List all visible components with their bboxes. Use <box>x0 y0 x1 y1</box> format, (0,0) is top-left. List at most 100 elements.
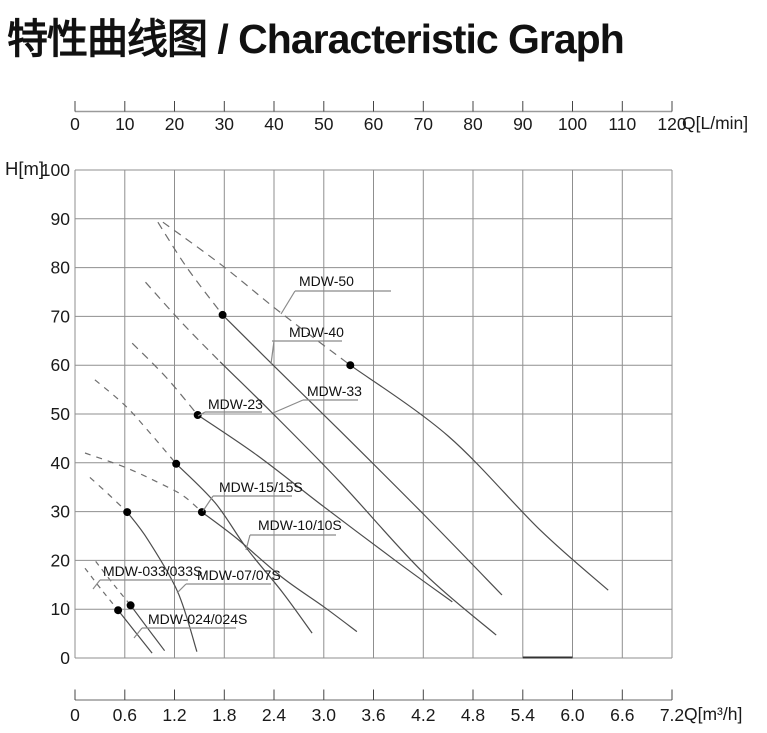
left-axis-tick-label: 60 <box>51 355 71 375</box>
label-leader-line <box>245 534 251 551</box>
left-axis-tick-label: 20 <box>51 550 71 570</box>
curve-label-mdw-15-15s: MDW-15/15S <box>202 479 303 512</box>
bottom-axis-tick-label: 5.4 <box>511 705 536 725</box>
left-axis-tick-label: 0 <box>60 648 70 668</box>
curve-dashed-segment <box>89 476 128 513</box>
curve-solid-segment <box>222 314 503 596</box>
bottom-axis-tick-label: 4.8 <box>461 705 485 725</box>
duty-point-mdw-40 <box>218 310 227 319</box>
label-text: MDW-024/024S <box>148 611 247 627</box>
top-axis-tick-label: 30 <box>215 114 235 134</box>
curve-mdw-33 <box>145 281 497 636</box>
page-title: 特性曲线图 / Characteristic Graph <box>7 16 625 62</box>
top-axis-tick-label: 0 <box>70 114 80 134</box>
bottom-axis-tick-label: 4.2 <box>411 705 435 725</box>
duty-point-mdw-033-033s <box>114 606 123 615</box>
bottom-axis-tick-label: 3.0 <box>312 705 337 725</box>
curve-solid-segment <box>201 511 358 633</box>
duty-point-mdw-024-024s <box>126 601 135 610</box>
label-text: MDW-033/033S <box>103 563 202 579</box>
duty-point-mdw-50 <box>346 361 355 370</box>
curve-dashed-segment <box>157 221 224 316</box>
curve-dashed-segment <box>162 221 351 366</box>
curve-solid-segment <box>197 414 453 603</box>
curve-label-mdw-50: MDW-50 <box>280 273 391 315</box>
top-axis-tick-label: 100 <box>558 114 587 134</box>
curve-solid-segment <box>349 364 609 591</box>
left-axis-tick-label: 100 <box>41 160 70 180</box>
top-axis-tick-label: 110 <box>608 114 636 134</box>
label-leader-line <box>202 495 214 512</box>
duty-point-mdw-23 <box>193 411 202 419</box>
left-axis-tick-label: 90 <box>51 209 71 229</box>
curve-mdw-50 <box>162 221 609 591</box>
curve-mdw-10-10s <box>94 379 313 634</box>
bottom-axis-tick-label: 6.0 <box>560 705 585 725</box>
bottom-axis-tick-label: 0.6 <box>113 705 137 725</box>
curve-dashed-segment <box>131 342 199 416</box>
curve-mdw-024-024s <box>95 561 166 652</box>
label-leader-line <box>92 579 101 590</box>
label-text: MDW-23 <box>208 396 263 412</box>
bottom-axis-unit-label: Q[m³/h] <box>684 704 742 724</box>
curve-label-mdw-024-024s: MDW-024/024S <box>133 611 247 639</box>
label-text: MDW-33 <box>307 383 362 399</box>
top-axis-tick-label: 20 <box>165 114 185 134</box>
curve-mdw-033-033s <box>84 567 153 654</box>
curve-dashed-segment <box>84 452 203 513</box>
grid <box>74 169 673 659</box>
label-text: MDW-15/15S <box>219 479 303 495</box>
top-axis-tick-label: 40 <box>264 114 284 134</box>
label-text: MDW-40 <box>289 324 344 340</box>
top-axis-tick-label: 90 <box>513 114 533 134</box>
left-axis-tick-label: 50 <box>51 404 71 424</box>
top-axis-tick-label: 50 <box>314 114 334 134</box>
bottom-axis: 0 0.6 1.2 1.8 2.4 3.0 3.6 4.2 4.8 5.4 6.0 6.6 7.2 Q[m… <box>70 689 742 725</box>
top-axis-tick-label: 10 <box>115 114 135 134</box>
label-text: MDW-50 <box>299 273 354 289</box>
left-axis-unit-label: H[m] <box>5 158 44 179</box>
curve-label-mdw-10-10s: MDW-10/10S <box>245 517 342 551</box>
left-axis-tick-label: 30 <box>51 502 71 522</box>
duty-point-mdw-07-07s <box>123 508 132 517</box>
curve-label-mdw-033-033s: MDW-033/033S <box>92 563 202 590</box>
curve-mdw-23 <box>131 342 453 603</box>
bottom-axis-tick-label: 1.2 <box>162 705 186 725</box>
curve-dashed-segment <box>94 379 177 465</box>
bottom-axis-tick-label: 0 <box>70 705 80 725</box>
top-axis-tick-label: 80 <box>463 114 483 134</box>
bottom-axis-tick-label: 1.8 <box>212 705 236 725</box>
label-leader-line <box>280 290 296 315</box>
label-text: MDW-10/10S <box>258 517 342 533</box>
curve-label-mdw-33: MDW-33 <box>272 383 362 414</box>
duty-point-mdw-10-10s <box>172 459 181 468</box>
curve-solid-segment <box>130 604 166 652</box>
label-leader-line <box>197 411 206 417</box>
top-axis-tick-label: 60 <box>364 114 384 134</box>
curve-label-mdw-07-07s: MDW-07/07S <box>176 567 281 594</box>
curve-label-mdw-40: MDW-40 <box>270 324 344 365</box>
label-leader-line <box>133 627 143 639</box>
left-axis-tick-label: 10 <box>51 599 71 619</box>
label-leader-line <box>176 583 187 594</box>
curve-solid-segment <box>219 361 497 636</box>
curve-dashed-segment <box>145 281 221 363</box>
top-axis-unit-label: Q[L/min] <box>682 113 748 133</box>
curve-solid-segment <box>126 511 198 652</box>
label-text: MDW-07/07S <box>197 567 281 583</box>
curve-label-mdw-23: MDW-23 <box>197 396 263 417</box>
bottom-axis-tick-label: 6.6 <box>610 705 634 725</box>
bottom-axis-tick-label: 3.6 <box>361 705 385 725</box>
label-leader-line <box>270 340 275 365</box>
bottom-axis-tick-label: 2.4 <box>262 705 287 725</box>
left-axis-tick-label: 80 <box>51 258 71 278</box>
top-axis-tick-label: 120 <box>657 114 686 134</box>
curve-mdw-07-07s <box>89 476 198 652</box>
curve-solid-segment <box>117 609 153 654</box>
left-axis-tick-label: 40 <box>51 453 71 473</box>
top-axis-tick-label: 70 <box>414 114 434 134</box>
bottom-axis-tick-label: 7.2 <box>660 705 684 725</box>
